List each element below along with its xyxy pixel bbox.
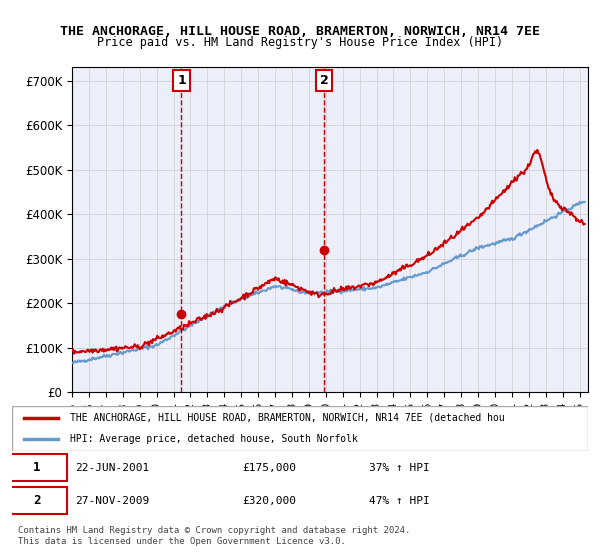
Text: 47% ↑ HPI: 47% ↑ HPI xyxy=(369,496,430,506)
Text: 2: 2 xyxy=(33,494,41,507)
Text: £175,000: £175,000 xyxy=(242,463,296,473)
Text: 37% ↑ HPI: 37% ↑ HPI xyxy=(369,463,430,473)
Text: 2: 2 xyxy=(320,74,328,87)
Text: Contains HM Land Registry data © Crown copyright and database right 2024.
This d: Contains HM Land Registry data © Crown c… xyxy=(18,526,410,546)
Text: THE ANCHORAGE, HILL HOUSE ROAD, BRAMERTON, NORWICH, NR14 7EE: THE ANCHORAGE, HILL HOUSE ROAD, BRAMERTO… xyxy=(60,25,540,38)
Text: 1: 1 xyxy=(33,461,41,474)
FancyBboxPatch shape xyxy=(12,406,588,451)
Text: 27-NOV-2009: 27-NOV-2009 xyxy=(76,496,149,506)
Bar xyxy=(181,67,324,392)
Text: 1: 1 xyxy=(177,74,186,87)
FancyBboxPatch shape xyxy=(6,454,67,481)
Text: Price paid vs. HM Land Registry's House Price Index (HPI): Price paid vs. HM Land Registry's House … xyxy=(97,36,503,49)
Bar xyxy=(324,67,588,392)
Text: THE ANCHORAGE, HILL HOUSE ROAD, BRAMERTON, NORWICH, NR14 7EE (detached hou: THE ANCHORAGE, HILL HOUSE ROAD, BRAMERTO… xyxy=(70,413,505,423)
FancyBboxPatch shape xyxy=(6,487,67,514)
Text: HPI: Average price, detached house, South Norfolk: HPI: Average price, detached house, Sout… xyxy=(70,434,358,444)
Text: 22-JUN-2001: 22-JUN-2001 xyxy=(76,463,149,473)
Bar xyxy=(72,67,181,392)
Text: £320,000: £320,000 xyxy=(242,496,296,506)
